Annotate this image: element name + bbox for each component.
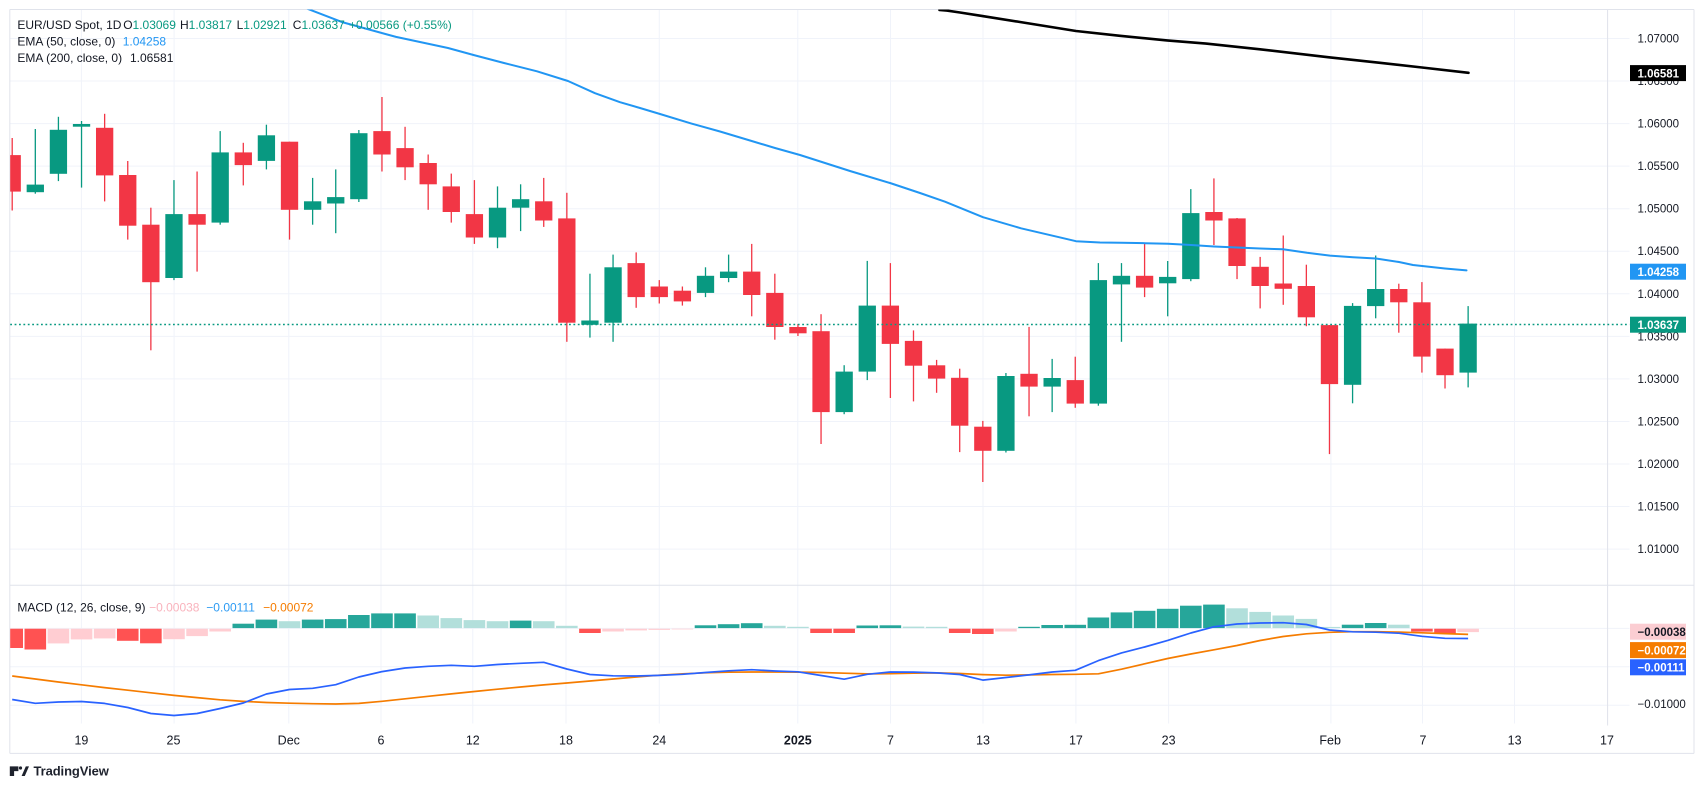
svg-text:18: 18 xyxy=(559,733,573,747)
svg-text:L1.02921: L1.02921 xyxy=(237,18,287,32)
svg-text:−0.00111: −0.00111 xyxy=(206,601,255,615)
svg-text:7: 7 xyxy=(887,733,894,747)
svg-text:EMA (50, close, 0): EMA (50, close, 0) xyxy=(17,35,115,49)
svg-text:1.04258: 1.04258 xyxy=(123,35,167,49)
svg-text:1.03637: 1.03637 xyxy=(1638,320,1680,332)
svg-text:6: 6 xyxy=(378,733,385,747)
svg-text:2025: 2025 xyxy=(784,733,812,747)
svg-text:1.02000: 1.02000 xyxy=(1638,459,1680,471)
svg-text:12: 12 xyxy=(466,733,480,747)
svg-text:−0.00111: −0.00111 xyxy=(1638,663,1686,675)
svg-text:H1.03817: H1.03817 xyxy=(180,18,232,32)
svg-text:Feb: Feb xyxy=(1319,733,1341,747)
svg-text:EUR/USD Spot, 1D: EUR/USD Spot, 1D xyxy=(17,18,121,32)
svg-text:−0.01000: −0.01000 xyxy=(1638,699,1686,711)
svg-text:TradingView: TradingView xyxy=(34,764,110,779)
svg-text:19: 19 xyxy=(74,733,88,747)
svg-text:1.06581: 1.06581 xyxy=(130,51,174,65)
svg-text:23: 23 xyxy=(1162,733,1176,747)
svg-text:+0.00566 (+0.55%): +0.00566 (+0.55%) xyxy=(349,18,452,32)
svg-text:MACD (12, 26, close, 9): MACD (12, 26, close, 9) xyxy=(17,601,145,615)
svg-text:13: 13 xyxy=(976,733,990,747)
svg-text:−0.00038: −0.00038 xyxy=(1638,627,1687,639)
svg-text:1.05000: 1.05000 xyxy=(1638,204,1680,216)
svg-text:EMA (200, close, 0): EMA (200, close, 0) xyxy=(17,51,122,65)
svg-text:17: 17 xyxy=(1069,733,1083,747)
svg-text:1.02500: 1.02500 xyxy=(1638,416,1680,428)
svg-text:17: 17 xyxy=(1600,733,1614,747)
svg-text:1.03000: 1.03000 xyxy=(1638,374,1680,386)
svg-text:1.03500: 1.03500 xyxy=(1638,331,1680,343)
svg-text:1.06000: 1.06000 xyxy=(1638,119,1680,131)
svg-text:C1.03637: C1.03637 xyxy=(293,18,345,32)
svg-text:13: 13 xyxy=(1508,733,1522,747)
svg-text:1.07000: 1.07000 xyxy=(1638,34,1680,46)
svg-text:1.04000: 1.04000 xyxy=(1638,289,1680,301)
svg-text:1.04500: 1.04500 xyxy=(1638,246,1680,258)
svg-text:1.06581: 1.06581 xyxy=(1638,68,1680,80)
svg-text:1.05500: 1.05500 xyxy=(1638,161,1680,173)
svg-text:1.04258: 1.04258 xyxy=(1638,267,1680,279)
svg-text:−0.00072: −0.00072 xyxy=(1638,645,1686,657)
svg-text:1.01000: 1.01000 xyxy=(1638,544,1680,556)
svg-text:Dec: Dec xyxy=(278,733,300,747)
svg-text:O1.03069: O1.03069 xyxy=(123,18,176,32)
svg-text:24: 24 xyxy=(652,733,666,747)
svg-text:7: 7 xyxy=(1420,733,1427,747)
svg-text:1.01500: 1.01500 xyxy=(1638,502,1680,514)
svg-text:−0.00072: −0.00072 xyxy=(263,601,314,615)
svg-text:25: 25 xyxy=(167,733,181,747)
svg-text:−0.00038: −0.00038 xyxy=(149,601,200,615)
